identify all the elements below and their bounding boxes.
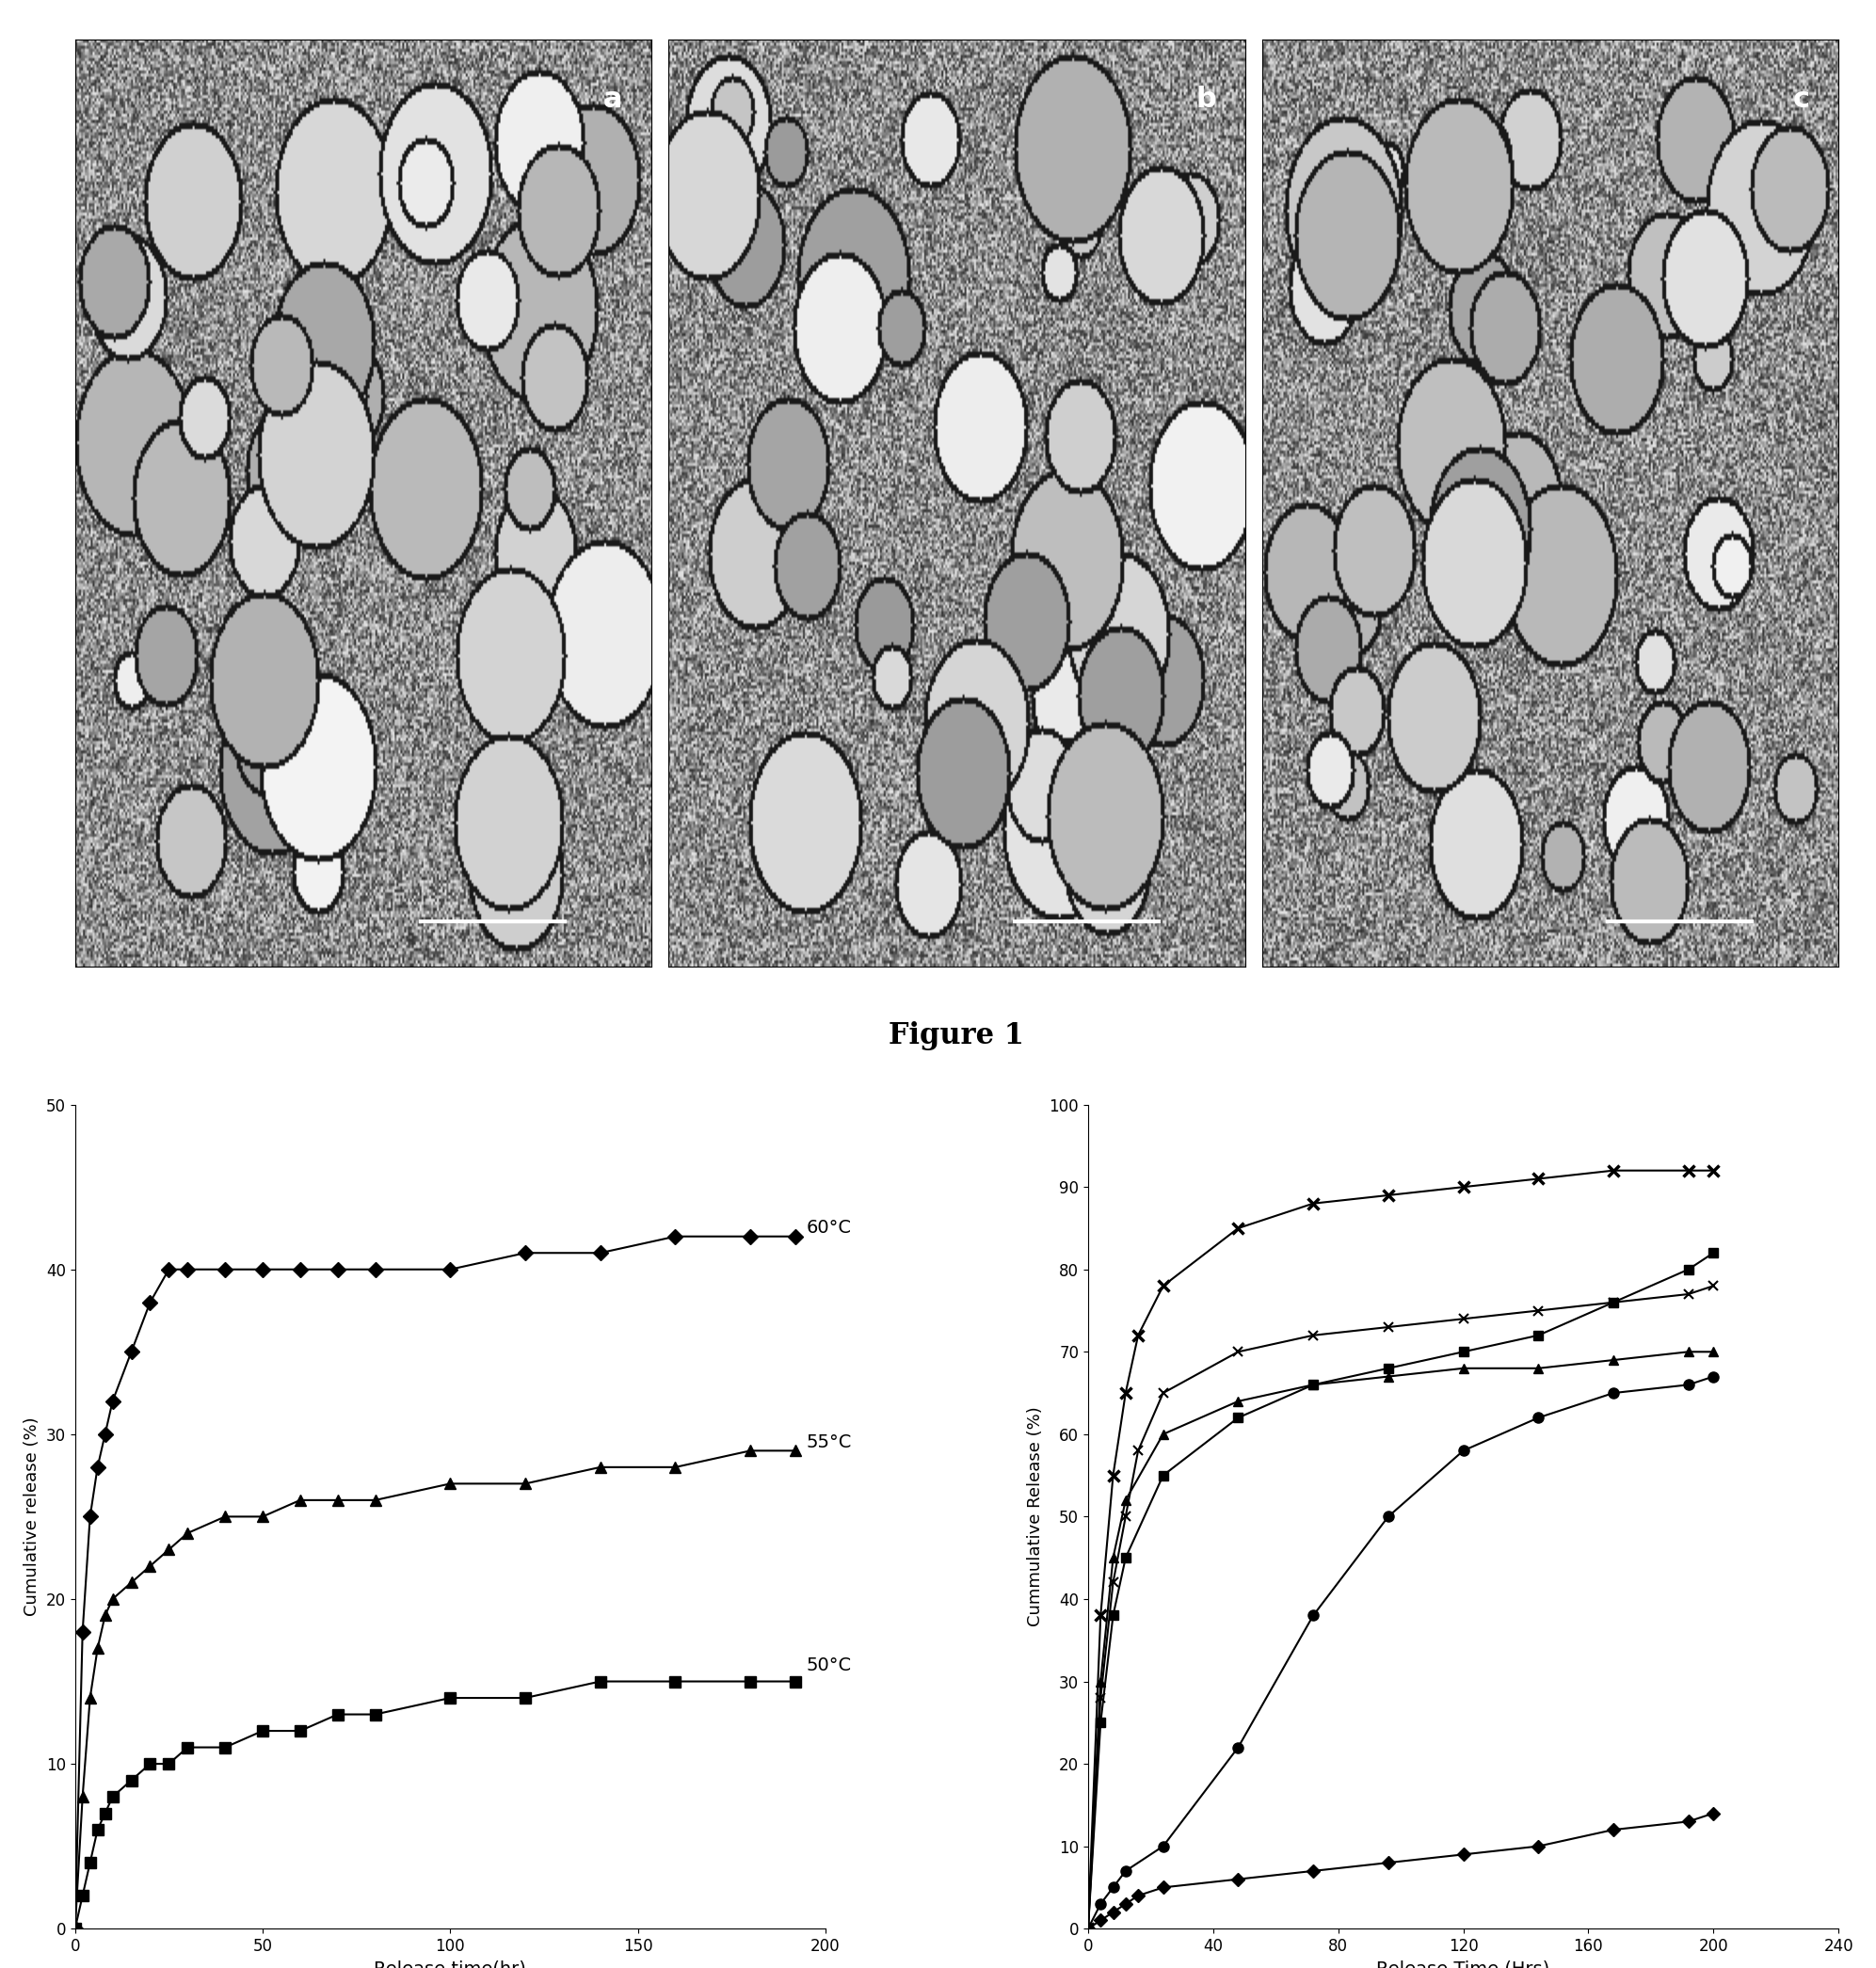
P LGA 65:35 [1377, 1183, 1399, 1206]
P LGA 65:35 [1101, 1464, 1124, 1488]
P LGA 85:15 [1702, 1242, 1724, 1265]
P LGA 85:15 [1377, 1356, 1399, 1380]
P LGA 75:25 [1077, 1917, 1099, 1940]
R GSD2 [1527, 1405, 1550, 1429]
P LA [1101, 1901, 1124, 1925]
P LA [1302, 1860, 1324, 1883]
P LGA 50:50 [1077, 1917, 1099, 1940]
Text: c: c [1793, 87, 1810, 112]
P LGA 50:50 [1452, 1307, 1475, 1330]
P LGA 75:25 [1602, 1348, 1625, 1372]
P LGA 75:25 [1677, 1340, 1700, 1364]
P LGA 50:50 [1101, 1570, 1124, 1594]
P LGA 50:50 [1127, 1439, 1150, 1462]
R GSD2 [1101, 1876, 1124, 1899]
P LGA 65:35 [1090, 1604, 1112, 1628]
P LGA 65:35 [1077, 1917, 1099, 1940]
Text: Figure 1: Figure 1 [889, 1021, 1024, 1051]
P LA [1602, 1818, 1625, 1842]
P LGA 65:35 [1527, 1167, 1550, 1191]
P LA [1227, 1868, 1249, 1891]
P LGA 65:35 [1602, 1159, 1625, 1183]
P LGA 75:25 [1090, 1669, 1112, 1692]
R GSD2 [1227, 1736, 1249, 1759]
Line: P LGA 85:15: P LGA 85:15 [1084, 1248, 1718, 1933]
P LGA 75:25 [1302, 1374, 1324, 1397]
R GSD2 [1090, 1891, 1112, 1915]
P LGA 75:25 [1377, 1364, 1399, 1387]
P LA [1077, 1917, 1099, 1940]
P LA [1377, 1852, 1399, 1876]
P LGA 75:25 [1152, 1423, 1174, 1446]
P LA [1452, 1842, 1475, 1866]
P LGA 85:15 [1101, 1604, 1124, 1628]
R GSD2 [1077, 1917, 1099, 1940]
P LGA 85:15 [1602, 1291, 1625, 1315]
P LGA 50:50 [1377, 1315, 1399, 1338]
P LGA 85:15 [1302, 1374, 1324, 1397]
P LA [1127, 1883, 1150, 1907]
P LGA 85:15 [1452, 1340, 1475, 1364]
P LGA 50:50 [1302, 1324, 1324, 1348]
P LGA 85:15 [1114, 1547, 1137, 1570]
P LGA 85:15 [1677, 1258, 1700, 1281]
P LA [1702, 1801, 1724, 1824]
Line: R GSD2: R GSD2 [1082, 1372, 1718, 1935]
P LGA 65:35 [1677, 1159, 1700, 1183]
Y-axis label: Cumulative release (%): Cumulative release (%) [24, 1417, 41, 1616]
P LGA 65:35 [1227, 1216, 1249, 1240]
P LGA 85:15 [1152, 1464, 1174, 1488]
R GSD2 [1302, 1604, 1324, 1628]
Line: P LGA 75:25: P LGA 75:25 [1084, 1348, 1718, 1933]
R GSD2 [1677, 1374, 1700, 1397]
R GSD2 [1152, 1834, 1174, 1858]
P LA [1677, 1811, 1700, 1834]
P LGA 50:50 [1152, 1382, 1174, 1405]
R GSD2 [1114, 1860, 1137, 1883]
P LA [1090, 1909, 1112, 1933]
P LGA 75:25 [1527, 1356, 1550, 1380]
P LGA 50:50 [1677, 1283, 1700, 1307]
P LA [1152, 1876, 1174, 1899]
P LGA 85:15 [1227, 1405, 1249, 1429]
P LGA 75:25 [1702, 1340, 1724, 1364]
Text: 50°C: 50°C [807, 1655, 852, 1675]
P LGA 75:25 [1227, 1389, 1249, 1413]
Y-axis label: Cummulative Release (%): Cummulative Release (%) [1026, 1407, 1043, 1628]
P LGA 65:35 [1152, 1273, 1174, 1297]
R GSD2 [1377, 1506, 1399, 1529]
P LGA 75:25 [1101, 1547, 1124, 1570]
Text: b: b [1195, 87, 1216, 112]
R GSD2 [1602, 1382, 1625, 1405]
P LGA 50:50 [1114, 1506, 1137, 1529]
Line: P LGA 65:35: P LGA 65:35 [1082, 1165, 1718, 1935]
P LGA 75:25 [1114, 1488, 1137, 1511]
Text: 55°C: 55°C [807, 1433, 852, 1450]
P LGA 50:50 [1702, 1273, 1724, 1297]
P LGA 65:35 [1452, 1175, 1475, 1199]
Line: P LA: P LA [1084, 1809, 1718, 1933]
Text: 60°C: 60°C [807, 1220, 852, 1238]
R GSD2 [1452, 1439, 1475, 1462]
P LA [1114, 1891, 1137, 1915]
P LGA 50:50 [1527, 1299, 1550, 1322]
P LGA 65:35 [1702, 1159, 1724, 1183]
Line: P LGA 50:50: P LGA 50:50 [1084, 1281, 1718, 1933]
R GSD2 [1702, 1364, 1724, 1387]
X-axis label: Release time(hr): Release time(hr) [373, 1960, 527, 1968]
P LGA 50:50 [1227, 1340, 1249, 1364]
P LA [1527, 1834, 1550, 1858]
P LGA 85:15 [1090, 1710, 1112, 1734]
P LGA 65:35 [1114, 1382, 1137, 1405]
P LGA 85:15 [1077, 1917, 1099, 1940]
P LGA 50:50 [1602, 1291, 1625, 1315]
P LGA 50:50 [1090, 1687, 1112, 1710]
P LGA 85:15 [1527, 1324, 1550, 1348]
P LGA 65:35 [1302, 1193, 1324, 1216]
P LGA 65:35 [1127, 1324, 1150, 1348]
P LGA 75:25 [1452, 1356, 1475, 1380]
X-axis label: Release Time (Hrs): Release Time (Hrs) [1377, 1960, 1550, 1968]
Text: a: a [604, 87, 623, 112]
